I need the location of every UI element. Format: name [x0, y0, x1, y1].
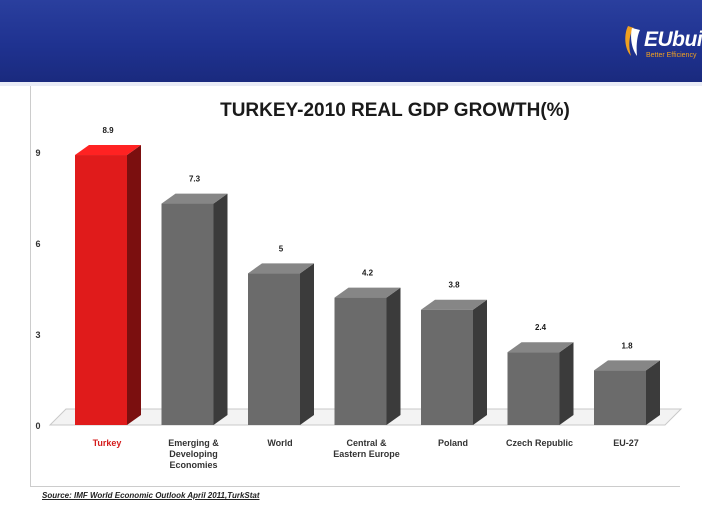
bar-top [334, 287, 401, 298]
x-tick-label: Turkey [93, 438, 122, 448]
header-banner [0, 0, 702, 82]
x-tick-label: Poland [438, 438, 468, 448]
x-tick-label: Czech Republic [506, 438, 573, 448]
bar-side [300, 263, 314, 425]
y-tick-label: 6 [35, 239, 40, 249]
bar-top [161, 193, 228, 204]
source-note: Source: IMF World Economic Outlook April… [42, 491, 260, 500]
bar-side [213, 193, 228, 425]
data-label: 5 [279, 244, 284, 253]
x-tick-label: EU-27 [613, 438, 639, 448]
logo-tagline: Better Efficiency [646, 52, 697, 59]
data-label: 2.4 [535, 323, 547, 332]
slide-bottom-border [30, 486, 680, 487]
data-label: 8.9 [102, 126, 114, 135]
bar-side [473, 299, 487, 425]
eubuild-logo-icon [625, 26, 640, 56]
bar [507, 352, 560, 425]
bar [334, 297, 387, 425]
x-tick-label: World [267, 438, 292, 448]
bar-top [421, 299, 487, 310]
bar-side [646, 360, 660, 425]
x-tick-label: Emerging & Developing Economies [168, 438, 219, 470]
data-label: 1.8 [621, 341, 633, 350]
data-label: 4.2 [362, 269, 374, 278]
banner-divider [0, 82, 702, 86]
y-tick-label: 0 [35, 421, 40, 431]
y-tick-label: 9 [35, 148, 40, 158]
bar-top [248, 263, 314, 274]
y-tick-label: 3 [35, 330, 40, 340]
bar-side [386, 287, 401, 425]
bar-top [75, 145, 141, 156]
bar [161, 203, 214, 425]
bar [594, 370, 646, 425]
bar [75, 155, 127, 426]
data-label: 7.3 [189, 175, 201, 184]
bar-side [127, 145, 141, 426]
data-label: 3.8 [448, 281, 460, 290]
bar [248, 273, 300, 425]
bar [421, 309, 473, 425]
bar-top [594, 360, 660, 371]
bar-side [559, 342, 574, 425]
bar-top [507, 342, 574, 353]
slide-left-border [30, 86, 31, 486]
chart-title: TURKEY-2010 REAL GDP GROWTH(%) [220, 100, 570, 121]
x-tick-label: Central & Eastern Europe [333, 438, 400, 459]
logo-wordmark: EUbuild [644, 28, 702, 51]
